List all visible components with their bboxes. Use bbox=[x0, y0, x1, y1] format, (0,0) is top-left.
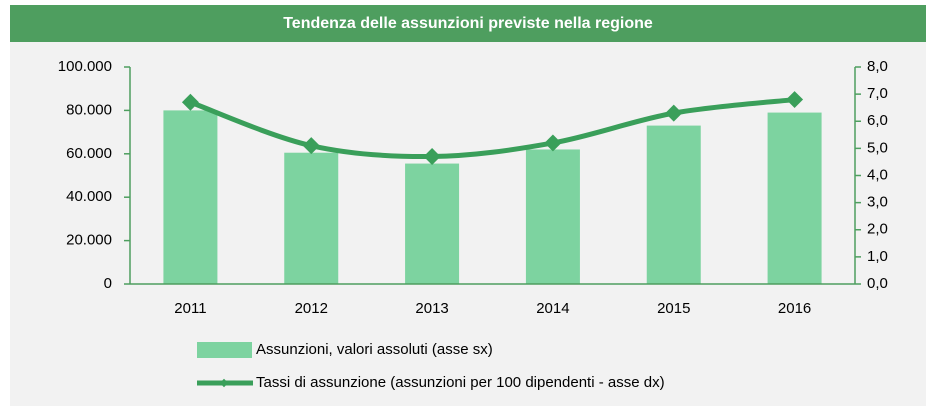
marker bbox=[544, 134, 562, 152]
legend-label: Tassi di assunzione (assunzioni per 100 … bbox=[256, 374, 665, 391]
marker bbox=[423, 148, 441, 165]
legend-marker bbox=[219, 378, 229, 388]
marker bbox=[181, 93, 199, 111]
y-tick-label: 100.000 bbox=[58, 58, 112, 75]
y2-tick-label: 4,0 bbox=[867, 166, 888, 183]
y2-tick-label: 3,0 bbox=[867, 194, 888, 211]
y-tick-label: 80.000 bbox=[66, 101, 112, 118]
marker bbox=[786, 91, 804, 109]
y-tick-label: 60.000 bbox=[66, 145, 112, 162]
y2-tick-label: 7,0 bbox=[867, 85, 888, 102]
x-tick-label: 2012 bbox=[295, 300, 328, 317]
bar bbox=[284, 152, 339, 284]
y2-tick-label: 6,0 bbox=[867, 112, 888, 129]
x-tick-label: 2015 bbox=[657, 300, 690, 317]
y2-tick-label: 8,0 bbox=[867, 58, 888, 75]
y-tick-label: 40.000 bbox=[66, 188, 112, 205]
y-tick-label: 0 bbox=[104, 275, 112, 292]
y2-tick-label: 5,0 bbox=[867, 139, 888, 156]
x-tick-label: 2016 bbox=[778, 300, 811, 317]
x-tick-label: 2011 bbox=[174, 300, 206, 317]
line bbox=[189, 97, 795, 160]
bar bbox=[525, 149, 580, 284]
bar bbox=[767, 112, 822, 284]
bar bbox=[163, 110, 218, 285]
title-bar bbox=[10, 5, 926, 42]
legend-label: Assunzioni, valori assoluti (asse sx) bbox=[256, 341, 493, 358]
y-tick-label: 20.000 bbox=[66, 232, 112, 249]
chart-title: Tendenza delle assunzioni previste nella… bbox=[283, 15, 653, 32]
legend-swatch bbox=[197, 342, 252, 358]
bar bbox=[646, 125, 701, 284]
x-tick-label: 2013 bbox=[415, 300, 448, 317]
bar bbox=[405, 163, 460, 284]
y2-tick-label: 2,0 bbox=[867, 221, 888, 238]
y2-tick-label: 1,0 bbox=[867, 248, 888, 265]
marker bbox=[302, 137, 320, 155]
y2-tick-label: 0,0 bbox=[867, 275, 888, 292]
marker bbox=[665, 104, 683, 122]
x-tick-label: 2014 bbox=[536, 300, 569, 317]
